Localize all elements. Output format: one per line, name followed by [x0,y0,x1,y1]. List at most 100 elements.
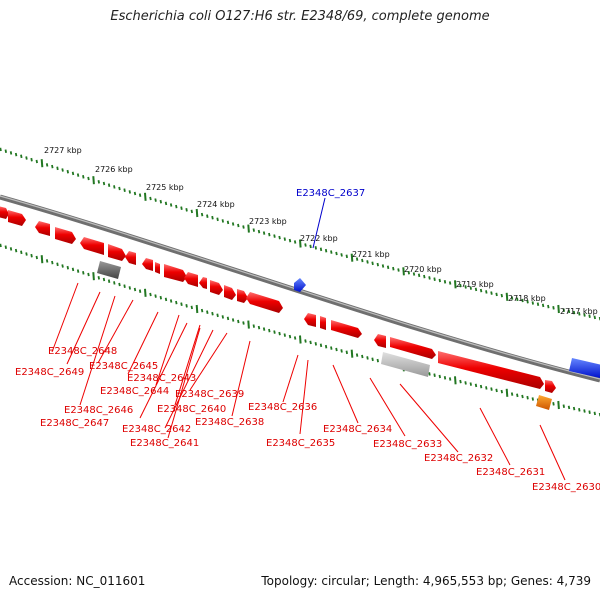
gene-feature[interactable] [80,237,104,255]
gene-feature[interactable] [155,262,160,274]
ruler-minor-tick [133,191,137,196]
gene-feature[interactable] [142,258,153,271]
ruler-minor-tick [51,260,54,265]
gene-feature[interactable] [184,272,198,287]
highlighted-gene-feature[interactable] [294,278,306,292]
ruler-minor-tick [490,291,493,295]
ruler-major-tick [454,376,457,385]
gene-label[interactable]: E2348C_2639 [175,389,244,400]
ruler-minor-tick [200,212,204,217]
gene-feature[interactable] [304,313,316,327]
ruler-minor-tick [448,377,452,381]
ruler-minor-tick [324,248,328,253]
ruler-minor-tick [273,330,276,334]
gene-label[interactable]: E2348C_2640 [157,404,226,415]
ruler-minor-tick [123,188,126,192]
ruler-minor-tick [531,397,534,401]
ruler-major-tick [505,292,509,301]
gene-feature[interactable] [390,337,436,359]
blue-feature[interactable] [569,358,600,378]
gene-label[interactable]: E2348C_2649 [15,367,84,378]
gene-feature[interactable] [164,264,187,282]
gene-feature[interactable] [108,244,126,261]
gene-label[interactable]: E2348C_2643 [127,373,196,384]
gene-label[interactable]: E2348C_2630 [532,482,600,493]
gene-label[interactable]: E2348C_2634 [323,424,392,435]
ruler-major-tick [40,255,44,264]
ruler-minor-tick [268,232,271,237]
ruler-minor-tick [154,198,157,202]
ruler-minor-tick [293,336,297,340]
gene-feature[interactable] [55,227,76,244]
gene-label[interactable]: E2348C_2631 [476,467,545,478]
gene-label[interactable]: E2348C_2646 [64,405,133,416]
gene-label[interactable]: E2348C_2647 [40,418,109,429]
ruler-minor-tick [97,180,100,184]
outer-ruler-ticks [0,147,600,321]
gene-label[interactable]: E2348C_2641 [130,438,199,449]
gene-label[interactable]: E2348C_2642 [122,424,191,435]
gene-label-highlighted[interactable]: E2348C_2637 [296,188,365,199]
ruler-minor-tick [216,217,219,222]
kbp-label: 2726 kbp [95,165,133,174]
gene-feature[interactable] [246,292,283,313]
gene-label[interactable]: E2348C_2638 [195,417,264,428]
ruler-minor-tick [128,286,131,290]
gene-feature[interactable] [224,285,236,300]
ruler-labels: 2727 kbp 2726 kbp 2725 kbp 2724 kbp 2723… [44,146,598,316]
gene-feature[interactable] [8,210,26,226]
gene-feature[interactable] [0,206,9,219]
ruler-minor-tick [71,267,75,272]
ruler-minor-tick [314,246,317,250]
gene-feature[interactable] [210,280,223,295]
pseudo-feature[interactable] [381,352,430,377]
gene-feature[interactable] [331,320,362,338]
gene-label[interactable]: E2348C_2645 [89,361,158,372]
ruler-minor-tick [433,373,436,377]
ruler-minor-tick [459,283,462,288]
ruler-minor-tick [262,327,266,331]
ruler-minor-tick [45,259,49,263]
ruler-minor-tick [288,334,292,339]
gene-label[interactable]: E2348C_2632 [424,453,493,464]
leader-lines [51,197,566,481]
ruler-minor-tick [82,271,85,275]
ruler-major-tick [195,304,199,314]
gene-label[interactable]: E2348C_2636 [248,402,317,413]
pseudo-feature[interactable] [97,261,121,279]
ruler-minor-tick [469,286,472,290]
gene-feature[interactable] [320,316,326,330]
ruler-minor-tick [4,149,7,153]
ruler-minor-tick [562,308,565,312]
orange-feature[interactable] [536,395,552,410]
ruler-minor-tick [495,388,498,393]
gene-label[interactable]: E2348C_2644 [100,386,169,397]
gene-feature[interactable] [35,221,50,236]
ruler-minor-tick [495,292,498,297]
gene-feature[interactable] [374,334,386,348]
ruler-minor-tick [469,382,472,386]
ruler-minor-tick [66,265,69,270]
kbp-label: 2720 kbp [404,265,442,274]
ruler-minor-tick [293,240,297,244]
ruler-minor-tick [366,260,369,264]
gene-feature[interactable] [545,380,556,393]
gene-feature[interactable] [125,251,136,265]
ruler-minor-tick [283,333,286,337]
gene-label[interactable]: E2348C_2635 [266,438,335,449]
gene-feature[interactable] [237,289,248,303]
ruler-major-tick [505,388,509,397]
ruler-minor-tick [123,284,126,288]
ruler-minor-tick [345,350,348,355]
ruler-minor-tick [459,379,462,384]
gene-feature[interactable] [438,351,544,389]
gene-label[interactable]: E2348C_2633 [373,439,442,450]
ruler-major-tick [144,288,147,297]
ruler-minor-tick [278,235,281,240]
gene-feature[interactable] [199,277,207,289]
ruler-minor-tick [4,245,7,249]
ruler-minor-tick [304,339,307,343]
kbp-label: 2717 kbp [560,307,598,316]
gene-label[interactable]: E2348C_2648 [48,346,117,357]
